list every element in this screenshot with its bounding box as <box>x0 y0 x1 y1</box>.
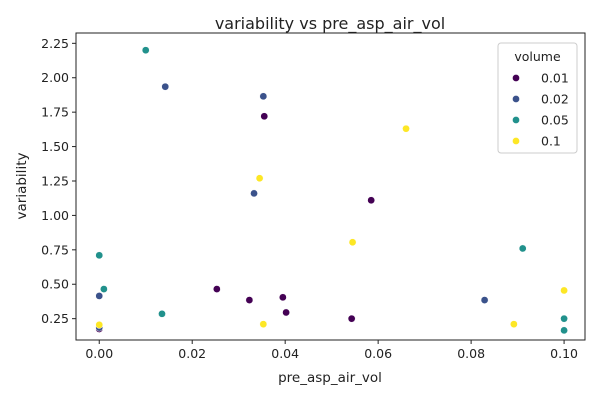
data-point-volume-0.01 <box>347 314 356 323</box>
data-point-volume-0.02 <box>259 92 268 101</box>
data-point-volume-0.1 <box>259 320 268 329</box>
legend: volume 0.01 0.02 0.05 0.1 <box>497 42 578 154</box>
y-tick-label: 0.25 <box>41 311 69 326</box>
y-tick-label: 0.75 <box>41 242 69 257</box>
legend-label: 0.01 <box>541 71 569 86</box>
y-tick-label: 2.00 <box>41 70 69 85</box>
data-point-volume-0.01 <box>212 285 221 293</box>
legend-box <box>497 42 578 154</box>
data-point-volume-0.02 <box>161 82 170 91</box>
legend-label: 0.02 <box>541 92 569 107</box>
y-axis-label: variability <box>14 153 30 220</box>
legend-marker <box>512 74 520 82</box>
data-point-volume-0.01 <box>282 308 290 317</box>
data-point-volume-0.02 <box>95 292 104 300</box>
x-tick-label: 0.00 <box>85 346 113 361</box>
x-tick-label: 0.10 <box>550 346 578 361</box>
data-point-volume-0.1 <box>95 321 104 329</box>
data-point-volume-0.01 <box>367 196 376 205</box>
data-point-volume-0.1 <box>255 174 264 183</box>
x-tick-label: 0.06 <box>364 346 392 361</box>
y-tick-label: 1.75 <box>41 105 69 120</box>
legend-title: volume <box>514 49 561 64</box>
data-point-volume-0.02 <box>250 189 258 198</box>
data-point-volume-0.1 <box>560 286 568 295</box>
data-point-volume-0.01 <box>260 112 269 121</box>
data-point-volume-0.1 <box>510 320 518 329</box>
y-tick-label: 1.00 <box>41 208 69 223</box>
data-point-volume-0.05 <box>518 244 527 253</box>
data-point-volume-0.05 <box>560 326 568 335</box>
data-point-volume-0.01 <box>279 293 287 302</box>
data-point-volume-0.1 <box>402 124 410 133</box>
y-tick-label: 0.50 <box>41 277 69 292</box>
data-point-volume-0.05 <box>95 251 104 260</box>
legend-marker <box>512 137 520 145</box>
y-tick-label: 1.50 <box>41 139 69 154</box>
data-point-volume-0.02 <box>480 296 489 304</box>
legend-marker <box>512 116 520 124</box>
data-point-volume-0.1 <box>348 238 357 247</box>
y-tick-label: 2.25 <box>41 36 69 51</box>
legend-label: 0.05 <box>541 113 569 128</box>
x-axis-label: pre_asp_air_vol <box>278 370 382 386</box>
legend-marker <box>512 95 520 103</box>
x-tick-label: 0.02 <box>178 346 206 361</box>
data-point-volume-0.05 <box>560 314 568 323</box>
data-points <box>95 46 568 335</box>
data-point-volume-0.01 <box>245 296 254 304</box>
y-axis: 0.25 0.50 0.75 1.00 1.25 1.50 1.75 2.00 2.25 <box>41 36 76 326</box>
data-point-volume-0.05 <box>100 285 108 293</box>
chart-title: variability vs pre_asp_air_vol <box>215 14 445 34</box>
x-axis: 0.00 0.02 0.04 0.06 0.08 0.10 <box>85 340 578 361</box>
x-tick-label: 0.08 <box>457 346 485 361</box>
legend-label: 0.1 <box>541 134 561 149</box>
x-tick-label: 0.04 <box>271 346 299 361</box>
y-tick-label: 1.25 <box>41 173 69 188</box>
data-point-volume-0.05 <box>158 309 166 318</box>
data-point-volume-0.05 <box>141 46 150 55</box>
